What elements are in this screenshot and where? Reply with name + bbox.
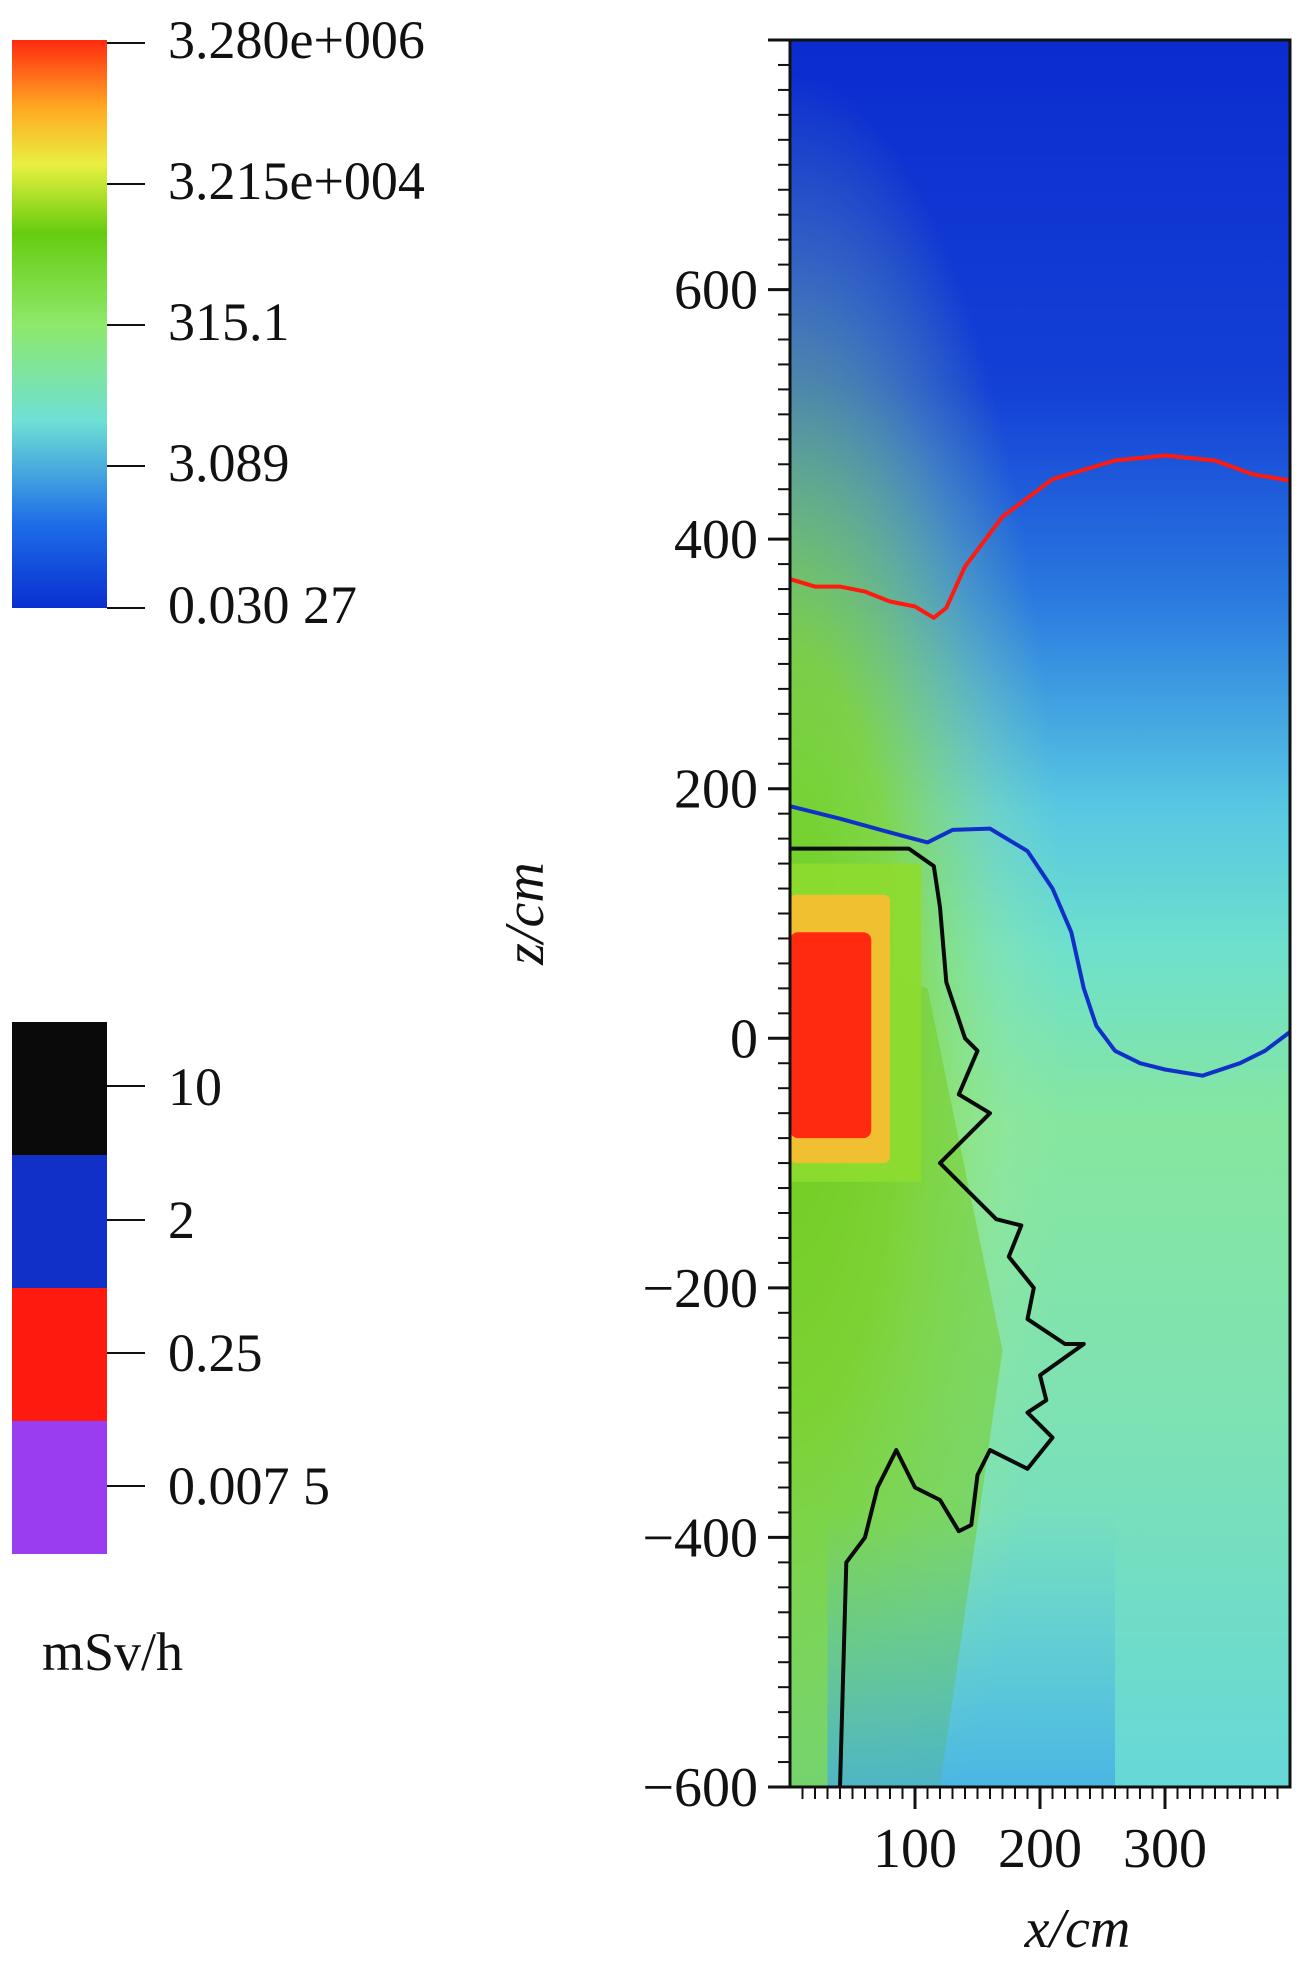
legend-swatch-10 [12, 1022, 107, 1155]
y-tick-label: 0 [730, 1008, 758, 1070]
colorbar-label-2: 3.215e+004 [168, 151, 425, 211]
y-tick-label: −400 [642, 1507, 758, 1569]
contour-0.25 [790, 453, 1290, 620]
legend-label-0.0075: 0.007 5 [168, 1456, 330, 1516]
colorbar-label-min: 0.030 27 [168, 575, 357, 635]
legend-label-0.25: 0.25 [168, 1323, 263, 1383]
y-tick-label: 400 [674, 509, 758, 571]
contour-2 [790, 804, 1290, 1078]
contour-10 [790, 846, 1086, 1787]
y-tick-label: −600 [642, 1757, 758, 1819]
y-axis-label: z/cm [494, 862, 556, 966]
y-tick-label: −200 [642, 1258, 758, 1320]
legend-swatch-0.25 [12, 1288, 107, 1421]
legend-swatch-0.0075 [12, 1421, 107, 1554]
x-tick-label: 100 [873, 1818, 957, 1880]
x-tick-label: 200 [998, 1818, 1082, 1880]
colorbar-label-4: 3.089 [168, 433, 290, 493]
contour-lines [790, 453, 1290, 1787]
y-tick-label: 600 [674, 260, 758, 322]
legend-label-2: 2 [168, 1190, 195, 1250]
dose-colorbar: 3.280e+006 3.215e+004 315.1 3.089 0.030 … [12, 10, 425, 635]
colorbar-label-max: 3.280e+006 [168, 10, 425, 70]
dose-colorbar-gradient [12, 40, 107, 608]
x-axis-label: x/cm [1024, 1898, 1131, 1960]
source-red-region [790, 932, 872, 1139]
axes: 600 400 200 0 −200 −400 −600 100 200 300 [642, 38, 1279, 1880]
legend-label-10: 10 [168, 1057, 222, 1117]
dose-field [790, 40, 1290, 1787]
legend-swatch-2 [12, 1155, 107, 1288]
legend-unit: mSv/h [42, 1622, 183, 1682]
colorbar-label-3: 315.1 [168, 292, 290, 352]
y-tick-label: 200 [674, 759, 758, 821]
x-tick-label: 300 [1123, 1818, 1207, 1880]
plot-area: 600 400 200 0 −200 −400 −600 100 200 300 [642, 38, 1292, 1880]
contour-legend: 10 2 0.25 0.007 5 mSv/h [12, 1022, 330, 1682]
field-lower-shadow [827, 1512, 1115, 1787]
